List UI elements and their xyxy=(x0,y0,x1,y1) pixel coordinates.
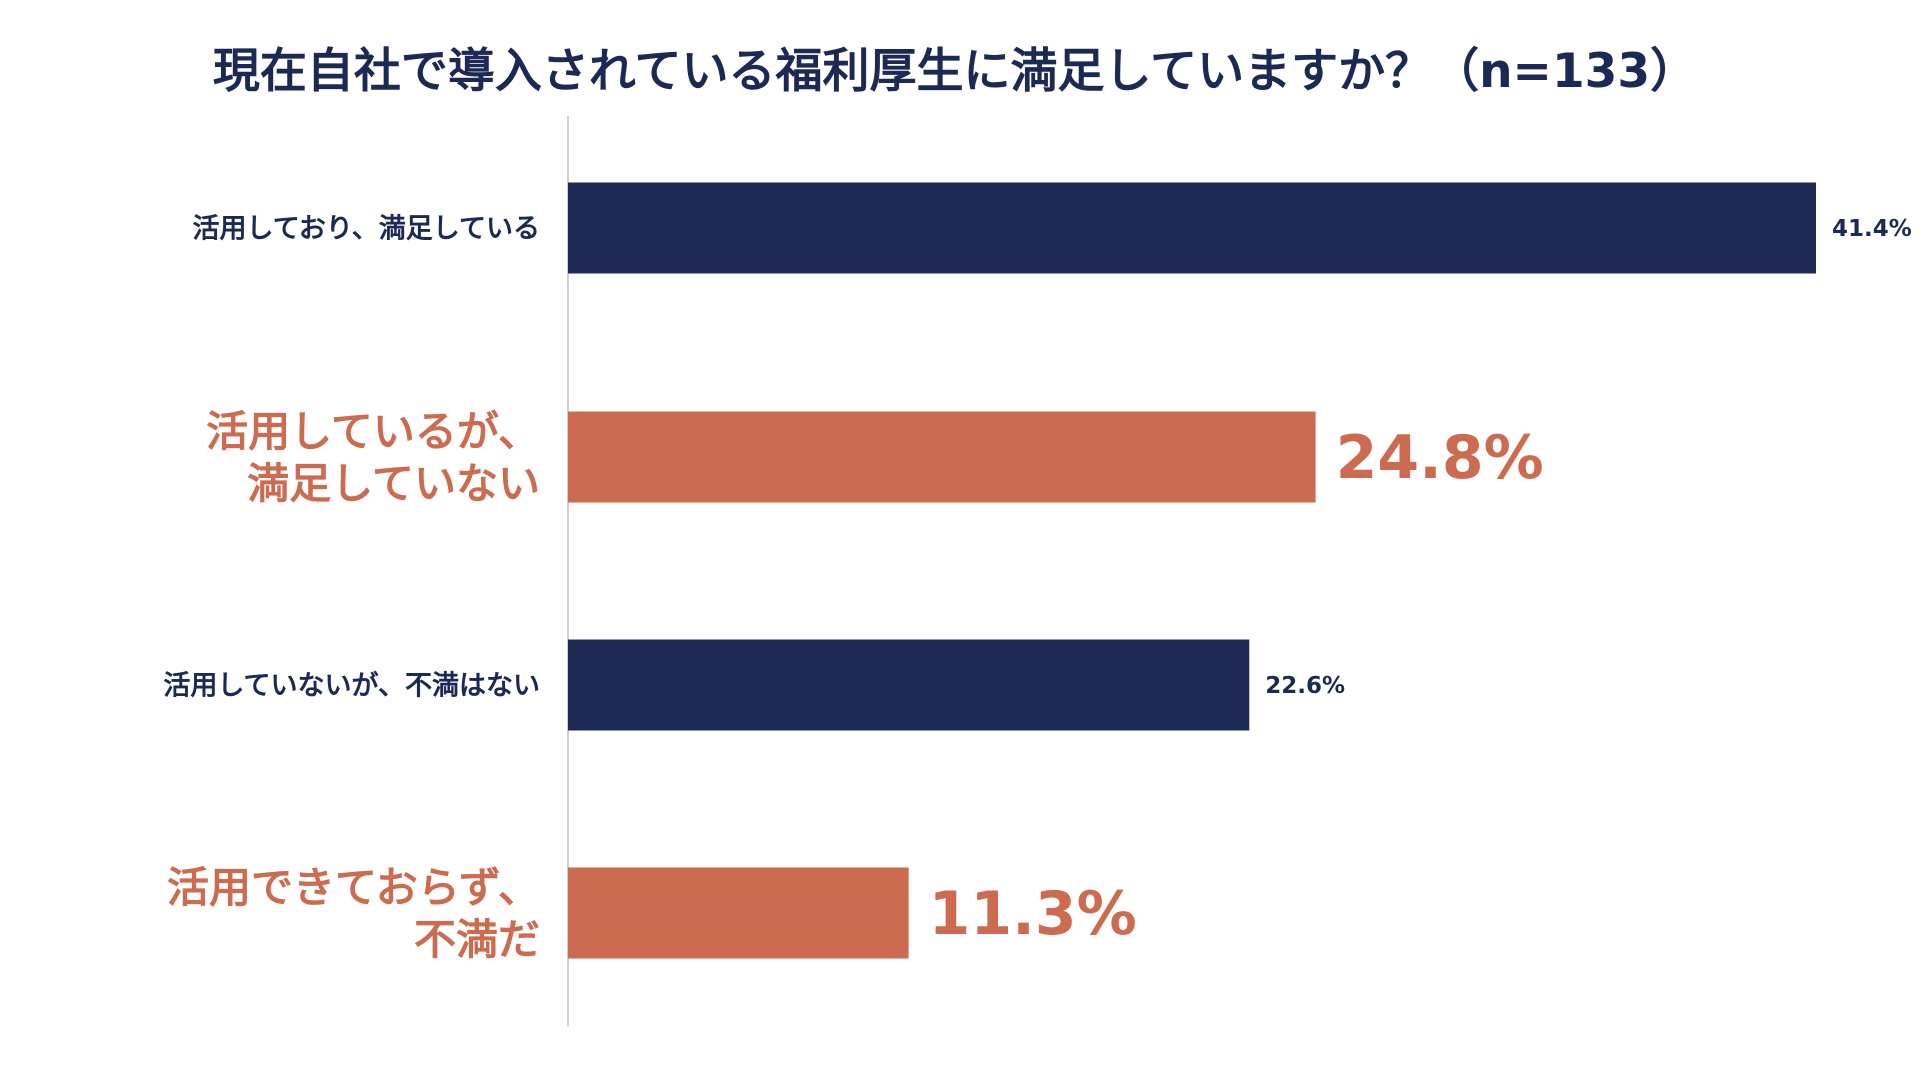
value-label-1: 41.4% xyxy=(1832,216,1912,242)
category-label-1-line-1: 活用しており、満足している xyxy=(193,214,541,245)
category-label-4-line-1: 活用できておらず、 xyxy=(167,863,540,912)
value-label-3: 22.6% xyxy=(1265,673,1345,699)
category-label-2-line-1: 活用しているが、 xyxy=(206,407,540,456)
chart-title: 現在自社で導入されている福利厚生に満足していますか？（n=133） xyxy=(213,44,1697,99)
bar-4 xyxy=(568,867,909,959)
category-label-2-line-2: 満足していない xyxy=(247,459,540,508)
bar-1 xyxy=(568,182,1816,274)
value-labels-group: 41.4% 24.8% 22.6% 11.3% xyxy=(929,216,1912,949)
value-label-2: 24.8% xyxy=(1336,423,1544,493)
value-label-4: 11.3% xyxy=(929,879,1137,949)
bars-group xyxy=(568,182,1816,959)
bar-3 xyxy=(568,639,1250,731)
category-label-4-line-2: 不満だ xyxy=(414,915,540,964)
bar-2 xyxy=(568,411,1316,503)
category-labels-group: 活用しており、満足している活用しているが、満足していない活用していないが、不満は… xyxy=(163,214,540,964)
category-label-3-line-1: 活用していないが、不満はない xyxy=(163,670,540,702)
